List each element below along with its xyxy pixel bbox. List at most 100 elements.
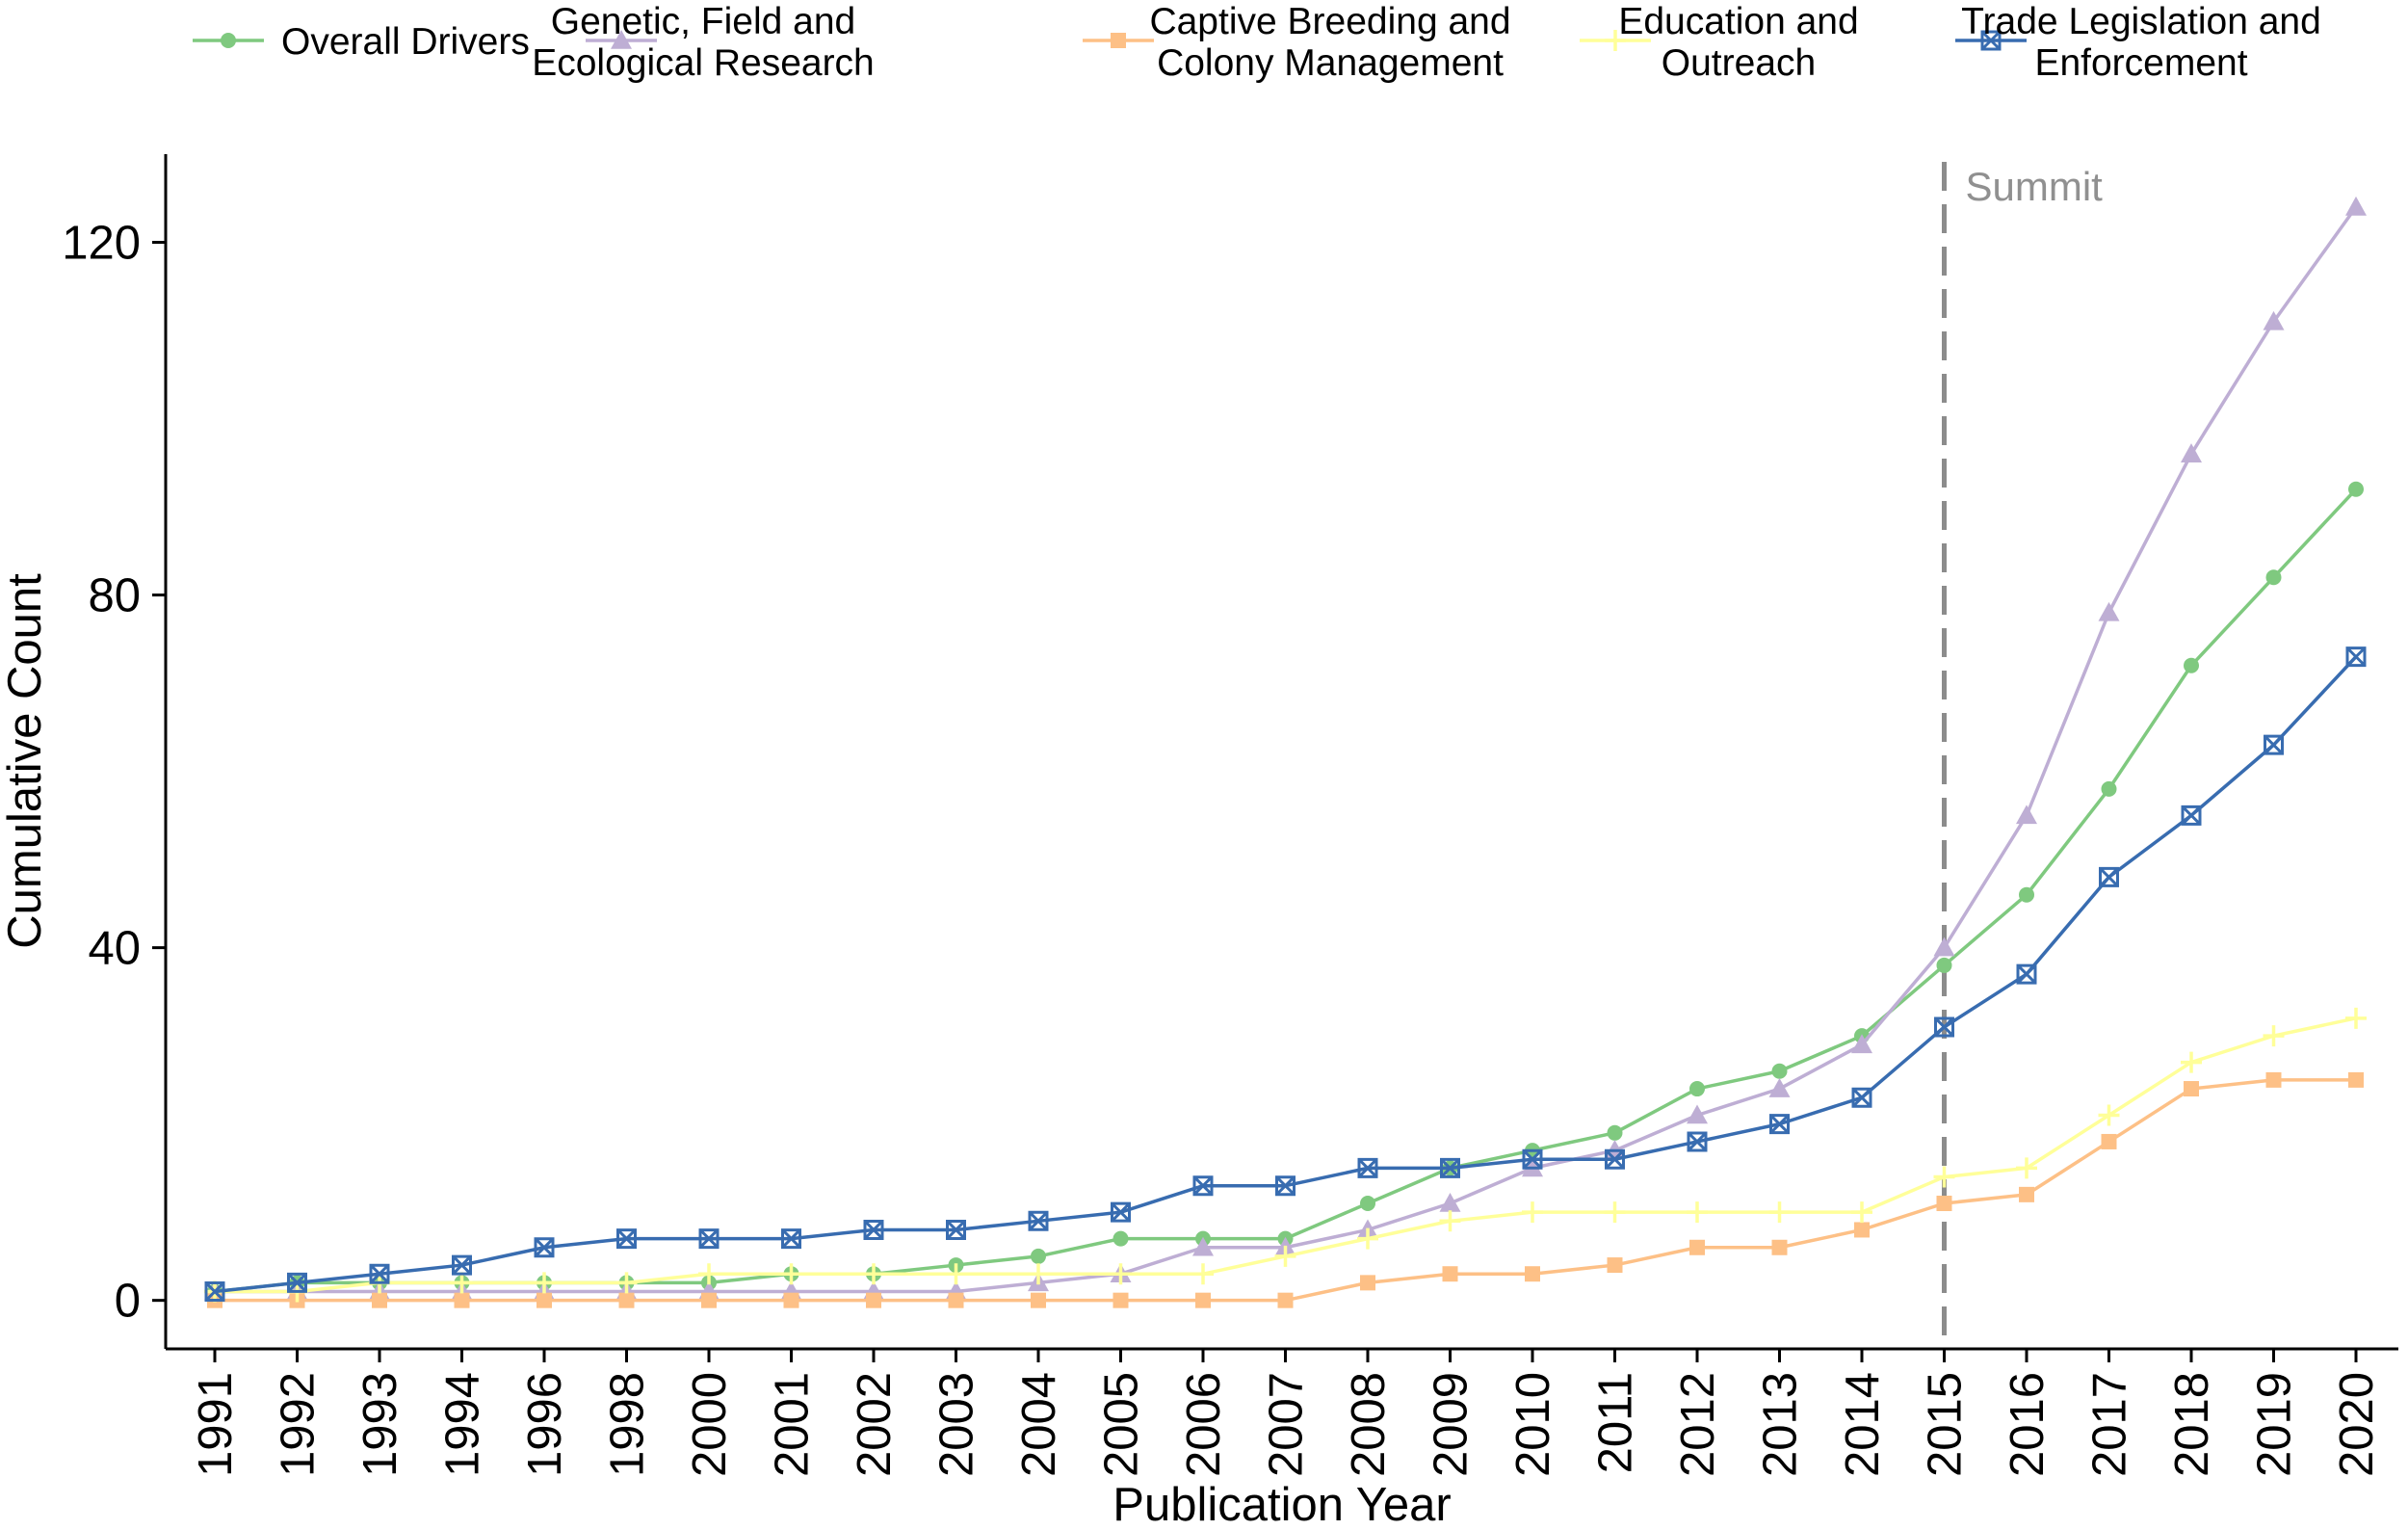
data-point xyxy=(2098,601,2120,621)
data-point xyxy=(1274,1245,1296,1267)
data-point xyxy=(2345,646,2367,668)
data-point xyxy=(1031,1292,1046,1308)
data-point xyxy=(1936,957,1952,973)
data-point xyxy=(2263,1025,2285,1047)
data-point xyxy=(1689,1081,1705,1097)
data-point xyxy=(1525,1266,1540,1282)
data-point xyxy=(1192,1175,1214,1197)
x-tick-label: 2002 xyxy=(849,1372,901,1477)
x-tick-label: 2001 xyxy=(767,1372,819,1477)
data-point xyxy=(783,1292,799,1308)
y-tick-label: 40 xyxy=(88,923,141,975)
x-tick-label: 1998 xyxy=(602,1372,654,1477)
data-point xyxy=(2098,1104,2120,1126)
legend-label: Enforcement xyxy=(2034,42,2247,84)
x-tick-label: 2003 xyxy=(931,1372,983,1477)
data-point xyxy=(1768,1201,1791,1224)
data-point xyxy=(1689,1239,1705,1255)
data-point xyxy=(2019,1186,2034,1202)
data-point xyxy=(1607,1257,1623,1274)
data-point xyxy=(1192,1236,1214,1256)
data-point xyxy=(1442,1266,1458,1282)
data-point xyxy=(863,1219,884,1240)
data-point xyxy=(537,1292,552,1308)
data-point xyxy=(1028,1263,1049,1285)
data-point xyxy=(2101,1133,2117,1149)
x-tick-label: 2005 xyxy=(1096,1372,1148,1477)
y-tick-label: 80 xyxy=(88,570,141,622)
legend-label: Captive Breeding and xyxy=(1149,1,1510,42)
x-tick-label: 2013 xyxy=(1755,1372,1807,1477)
y-axis-ticks: 0 40 80 120 xyxy=(62,218,166,1328)
data-point xyxy=(2265,1071,2282,1088)
data-point xyxy=(1851,1201,1872,1224)
data-point xyxy=(2181,1051,2202,1073)
x-tick-label: 1994 xyxy=(437,1372,489,1477)
data-point xyxy=(2099,866,2119,887)
data-point xyxy=(781,1228,801,1250)
x-tick-label: 2004 xyxy=(1013,1372,1065,1477)
series-line xyxy=(215,1078,2356,1303)
data-point xyxy=(863,1263,884,1285)
data-point xyxy=(1275,1175,1296,1197)
series-education-and-outreach xyxy=(204,1007,2367,1303)
y-tick-label: 0 xyxy=(115,1276,141,1328)
legend-marker xyxy=(1605,30,1626,51)
data-point xyxy=(1605,1148,1625,1170)
data-point xyxy=(1768,1078,1791,1097)
x-tick-label: 2000 xyxy=(684,1372,736,1477)
data-point xyxy=(1522,1148,1543,1170)
x-tick-label: 2016 xyxy=(2002,1372,2054,1477)
data-point xyxy=(369,1263,390,1284)
data-point xyxy=(2348,481,2364,497)
data-point xyxy=(1854,1222,1870,1238)
data-point xyxy=(615,1272,638,1294)
y-tick-label: 120 xyxy=(62,218,141,270)
data-point xyxy=(2348,1071,2364,1088)
series-line xyxy=(215,205,2358,1294)
data-point xyxy=(1851,1087,1872,1108)
data-point xyxy=(1192,1263,1214,1285)
plot-area: 0 40 80 120 1991 1992 1993 1994 1996 1998 2000 200… xyxy=(62,154,2398,1477)
x-tick-label: 2014 xyxy=(1837,1372,1889,1477)
legend-label: Trade Legislation and xyxy=(1961,1,2321,42)
x-tick-label: 2007 xyxy=(1261,1372,1313,1477)
data-point xyxy=(618,1292,635,1308)
data-point xyxy=(454,1292,470,1308)
x-tick-label: 2020 xyxy=(2331,1372,2383,1477)
series-captive-breeding-and-colony-management xyxy=(207,1071,2364,1308)
data-point xyxy=(2184,1081,2199,1097)
x-tick-label: 2012 xyxy=(1672,1372,1724,1477)
data-point xyxy=(534,1237,555,1258)
data-point xyxy=(1687,1201,1708,1224)
x-tick-label: 1991 xyxy=(190,1372,242,1477)
legend-label: Colony Management xyxy=(1157,42,1504,84)
data-point xyxy=(1769,1114,1790,1135)
x-tick-label: 2011 xyxy=(1590,1372,1642,1473)
data-point xyxy=(1360,1275,1375,1291)
data-point xyxy=(452,1254,472,1276)
data-point xyxy=(945,1263,967,1285)
data-point xyxy=(1112,1292,1129,1308)
x-axis-title: Publication Year xyxy=(1112,1479,1451,1530)
legend-label: Education and xyxy=(1618,1,1858,42)
data-point xyxy=(1687,1131,1708,1152)
data-point xyxy=(2016,1157,2037,1179)
data-point xyxy=(1028,1210,1049,1231)
data-point xyxy=(1933,1166,1955,1188)
data-point xyxy=(1934,1016,1954,1038)
legend-label: Outreach xyxy=(1662,42,1816,84)
legend-marker xyxy=(221,33,236,48)
data-point xyxy=(372,1292,387,1308)
legend-label: Ecological Research xyxy=(532,42,875,84)
x-tick-label: 2015 xyxy=(1920,1372,1972,1477)
data-point xyxy=(451,1272,473,1294)
x-tick-label: 2017 xyxy=(2084,1372,2136,1477)
data-point xyxy=(2263,310,2285,330)
data-point xyxy=(1439,1193,1461,1212)
data-point xyxy=(2019,886,2034,903)
